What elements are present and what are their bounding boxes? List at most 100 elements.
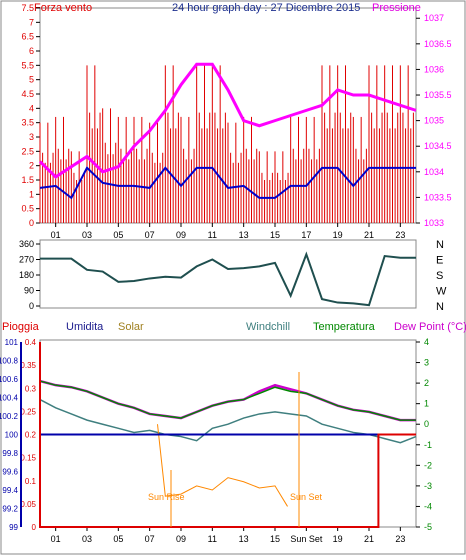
pressure-tick-label: 1036 — [424, 64, 444, 74]
pressure-tick-label: 1034.5 — [424, 141, 452, 151]
direction-degree-axis: 0 90 180 270 360 — [19, 239, 40, 311]
rain-tick-label: 0.1 — [25, 477, 37, 486]
hour-tick-label: 19 — [333, 230, 343, 240]
wind-speed-tick-label: 3.5 — [21, 118, 34, 128]
wind-pressure-panel: Forza vento 24 hour graph day : 27 Dicem… — [21, 2, 451, 240]
compass-label: S — [436, 270, 443, 282]
humidity-tick-label: 100.4 — [0, 394, 19, 403]
wind-speed-tick-label: 7 — [29, 17, 34, 27]
hour-tick-label: 23 — [395, 230, 405, 240]
windchill-label: Windchill — [246, 321, 290, 333]
pressure-tick-label: 1035.5 — [424, 90, 452, 100]
wind-speed-tick-label: 0 — [29, 218, 34, 228]
compass-label: E — [436, 255, 443, 267]
wind-speed-tick-label: 1 — [29, 189, 34, 199]
hour-tick-label: 17 — [301, 230, 311, 240]
wind-speed-axis: 0 0.5 1 1.5 2 2.5 3 3.5 4 4.5 5 5.5 6 6.5 7 7.5 — [21, 3, 40, 228]
compass-label: N — [436, 239, 444, 251]
graph-title: 24 hour graph day : 27 Dicembre 2015 — [172, 2, 360, 14]
humidity-tick-label: 99.6 — [2, 468, 18, 477]
hour-tick-label: 13 — [239, 230, 249, 240]
wind-speed-tick-label: 7.5 — [21, 3, 34, 13]
wind-speed-label: Forza vento — [34, 2, 92, 14]
direction-tick-label: 360 — [19, 239, 34, 249]
rain-axis: 0 0.05 0.1 0.15 0.2 0.25 0.3 0.35 0.4 — [20, 338, 36, 532]
windchill-line — [39, 398, 417, 444]
humidity-tick-label: 100.2 — [0, 412, 19, 421]
humidity-tick-label: 101 — [5, 338, 19, 347]
wind-speed-tick-label: 1.5 — [21, 175, 34, 185]
rain-tick-label: 0.25 — [20, 407, 36, 416]
temperature-tick-label: 2 — [424, 378, 429, 388]
wind-speed-tick-label: 5.5 — [21, 60, 34, 70]
hour-tick-label: 01 — [51, 230, 61, 240]
solar-label: Solar — [118, 321, 144, 333]
hour-tick-label: 21 — [364, 230, 374, 240]
direction-tick-label: 0 — [29, 301, 34, 311]
wind-speed-tick-label: 2.5 — [21, 146, 34, 156]
hour-tick-label: 05 — [113, 230, 123, 240]
direction-tick-label: 90 — [24, 286, 34, 296]
hour-tick-label: 13 — [239, 534, 249, 544]
hour-tick-label: 07 — [145, 534, 155, 544]
dew-point-label: Dew Point (°C) — [394, 321, 466, 333]
panel3-hour-axis: 01 03 05 07 09 11 13 15 Sun Set 19 21 23 — [51, 527, 405, 544]
temperature-tick-label: -4 — [424, 501, 432, 511]
hour-tick-label: 01 — [51, 534, 61, 544]
hour-tick-label: 09 — [176, 230, 186, 240]
hour-tick-label: 15 — [270, 534, 280, 544]
rain-tick-label: 0.15 — [20, 454, 36, 463]
pressure-axis: 1033 1033.5 1034 1034.5 1035 1035.5 1036 1036.5… — [416, 13, 452, 228]
humidity-tick-label: 99.8 — [2, 449, 18, 458]
hour-tick-label: 05 — [113, 534, 123, 544]
hour-tick-label: 11 — [208, 534, 217, 544]
humidity-tick-label: 99 — [9, 523, 18, 532]
temperature-panel: Pioggia Umidita Solar Windchill Temperat… — [0, 321, 466, 544]
solar-line — [157, 424, 288, 507]
hour-tick-label: 09 — [176, 534, 186, 544]
wind-speed-tick-label: 5 — [29, 75, 34, 85]
wind-direction-line — [40, 251, 416, 307]
rain-tick-label: 0.05 — [20, 500, 36, 509]
pressure-line — [38, 62, 417, 179]
pressure-tick-label: 1035 — [424, 116, 444, 126]
wind-speed-tick-label: 6 — [29, 46, 34, 56]
rain-label: Pioggia — [2, 321, 40, 333]
temperature-tick-label: 4 — [424, 337, 429, 347]
humidity-tick-label: 99.4 — [2, 486, 18, 495]
temperature-tick-label: -2 — [424, 460, 432, 470]
hour-tick-label: 21 — [364, 534, 374, 544]
humidity-axis: 99 99.2 99.4 99.6 99.8 100 100.2 100.4 100.6 100.… — [0, 338, 22, 532]
rain-tick-label: 0.3 — [25, 384, 37, 393]
wind-speed-tick-label: 4.5 — [21, 89, 34, 99]
rain-line — [39, 342, 416, 528]
hour-tick-label: 03 — [82, 230, 92, 240]
hour-tick-label: 23 — [395, 534, 405, 544]
temperature-tick-label: 1 — [424, 399, 429, 409]
pressure-tick-label: 1033.5 — [424, 192, 452, 202]
wind-speed-tick-label: 4 — [29, 103, 34, 113]
direction-tick-label: 270 — [19, 255, 34, 265]
temperature-tick-label: -1 — [424, 440, 432, 450]
rain-tick-label: 0.35 — [20, 361, 36, 370]
rain-tick-label: 0 — [32, 523, 37, 532]
temperature-tick-label: 0 — [424, 419, 429, 429]
wind-speed-line — [39, 166, 416, 200]
temperature-tick-label: -3 — [424, 481, 432, 491]
pressure-tick-label: 1036.5 — [424, 39, 452, 49]
wind-speed-tick-label: 3 — [29, 132, 34, 142]
wind-speed-tick-label: 0.5 — [21, 204, 34, 214]
humidity-label: Umidita — [66, 321, 104, 333]
temperature-line — [39, 380, 416, 421]
hour-tick-label: 19 — [333, 534, 343, 544]
sunrise-label: Sun Rise — [148, 492, 185, 502]
pressure-tick-label: 1037 — [424, 13, 444, 23]
humidity-tick-label: 100.8 — [0, 357, 19, 366]
pressure-tick-label: 1034 — [424, 167, 444, 177]
hour-tick-label: 07 — [145, 230, 155, 240]
